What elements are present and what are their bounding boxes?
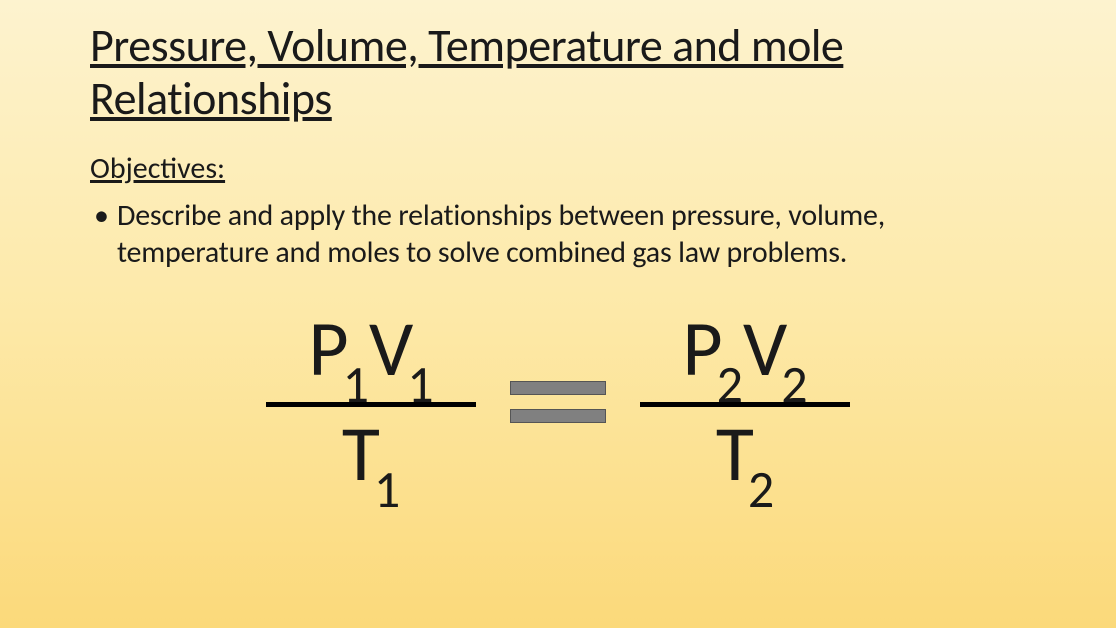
symbol-V2-V: V bbox=[743, 310, 785, 388]
slide-title: Pressure, Volume, Temperature and mole R… bbox=[90, 20, 1026, 126]
combined-gas-law-equation: P 1 V 1 T 1 P 2 V 2 T bbox=[0, 310, 1116, 493]
slide-container: Pressure, Volume, Temperature and mole R… bbox=[0, 0, 1116, 628]
equation-right-fraction: P 2 V 2 T 2 bbox=[640, 310, 850, 493]
right-denominator: T 2 bbox=[716, 415, 774, 493]
equals-sign bbox=[510, 381, 606, 423]
symbol-T2-sub: 2 bbox=[748, 463, 772, 515]
symbol-P2-P: P bbox=[682, 310, 720, 388]
symbol-P1-P: P bbox=[308, 310, 346, 388]
symbol-T2-T: T bbox=[716, 415, 752, 493]
left-numerator: P 1 V 1 bbox=[308, 310, 433, 388]
right-numerator: P 2 V 2 bbox=[682, 310, 807, 388]
equals-bar-bottom bbox=[510, 409, 606, 423]
symbol-V2-sub: 2 bbox=[781, 358, 805, 410]
symbol-V1-V: V bbox=[369, 310, 411, 388]
symbol-P2-sub: 2 bbox=[717, 358, 741, 410]
bullet-text: Describe and apply the relationships bet… bbox=[117, 197, 1026, 272]
equation-left-fraction: P 1 V 1 T 1 bbox=[266, 310, 476, 493]
left-denominator: T 1 bbox=[342, 415, 400, 493]
equals-bar-top bbox=[510, 381, 606, 395]
bullet-item: • Describe and apply the relationships b… bbox=[90, 197, 1026, 272]
symbol-V1-sub: 1 bbox=[407, 358, 431, 410]
symbol-T1-T: T bbox=[342, 415, 378, 493]
symbol-P1-sub: 1 bbox=[343, 358, 367, 410]
symbol-T1-sub: 1 bbox=[374, 463, 398, 515]
bullet-marker: • bbox=[94, 197, 117, 272]
objectives-heading: Objectives: bbox=[90, 150, 1026, 187]
